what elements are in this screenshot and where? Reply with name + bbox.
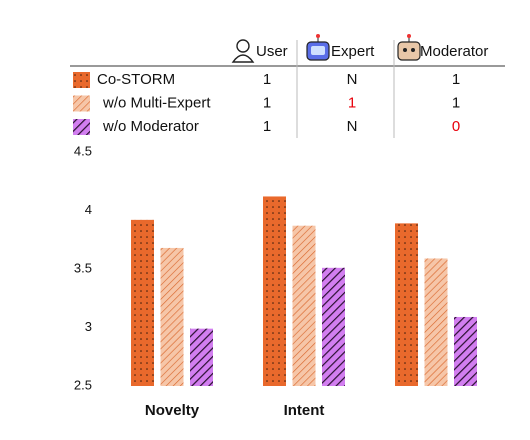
column-header: Expert <box>331 43 375 60</box>
role-value: 1 <box>452 71 460 88</box>
bar-pattern <box>263 196 286 386</box>
bar-pattern <box>424 258 448 386</box>
legend-label: w/o Multi-Expert <box>102 94 211 111</box>
role-value: 1 <box>348 94 356 111</box>
y-tick-label: 2.5 <box>74 377 92 392</box>
bar-pattern <box>292 225 316 386</box>
x-tick-label: Intent <box>284 402 325 419</box>
user-icon <box>231 39 255 63</box>
role-value: 1 <box>263 118 271 135</box>
bar-pattern <box>160 247 184 386</box>
role-value: 1 <box>263 71 271 88</box>
bar-pattern <box>131 219 154 386</box>
bar-pattern <box>454 316 477 386</box>
bar-pattern <box>322 267 345 386</box>
role-value: N <box>347 71 358 88</box>
legend-swatch-pattern <box>73 95 90 112</box>
y-tick-label: 4 <box>85 202 92 217</box>
expert-icon <box>306 34 330 61</box>
column-header: User <box>256 43 288 60</box>
bar-pattern <box>190 328 213 386</box>
bar-pattern <box>395 223 418 386</box>
role-value: 1 <box>452 94 460 111</box>
y-tick-label: 3 <box>85 319 92 334</box>
legend-label: w/o Moderator <box>102 118 199 135</box>
column-header: Moderator <box>420 43 488 60</box>
legend-swatch-pattern <box>73 119 90 135</box>
x-tick-label: Novelty <box>145 402 200 419</box>
role-value: N <box>347 118 358 135</box>
y-tick-label: 4.5 <box>74 143 92 158</box>
legend-swatch-pattern <box>73 72 90 88</box>
moderator-icon <box>397 34 421 61</box>
legend-label: Co-STORM <box>97 71 175 88</box>
y-tick-label: 3.5 <box>74 260 92 275</box>
role-value: 1 <box>263 94 271 111</box>
role-value: 0 <box>452 118 460 135</box>
